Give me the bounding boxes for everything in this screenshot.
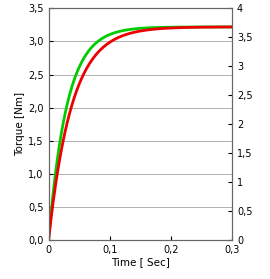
Y-axis label: Torque [Nm]: Torque [Nm] (15, 92, 25, 156)
X-axis label: Time [ Sec]: Time [ Sec] (111, 258, 170, 268)
